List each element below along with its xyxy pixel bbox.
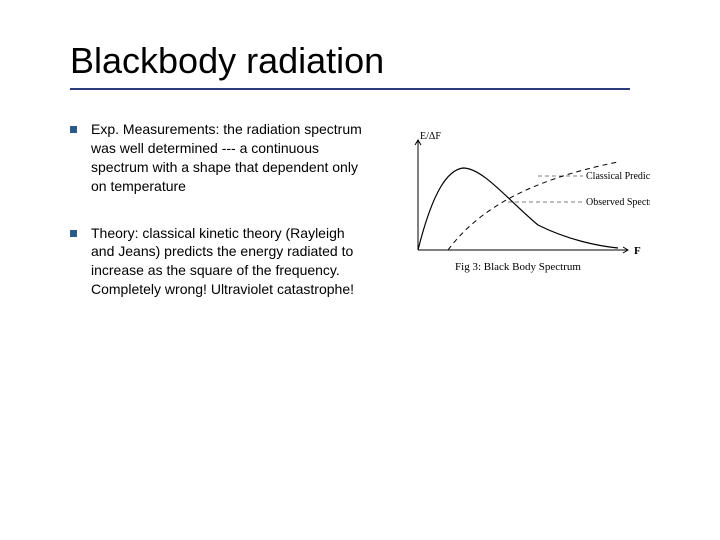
y-axis-label: E/ΔF — [420, 131, 441, 142]
legend-classical: Classical Prediction — [586, 171, 650, 182]
x-axis-label: F — [634, 245, 641, 257]
blackbody-spectrum-figure: Classical Prediction Observed Spectrum E… — [390, 130, 650, 327]
square-bullet-icon — [70, 126, 77, 133]
figure-caption: Fig 3: Black Body Spectrum — [455, 261, 581, 273]
slide-title: Blackbody radiation — [70, 40, 670, 82]
title-underline — [70, 88, 630, 90]
slide: Blackbody radiation Exp. Measurements: t… — [0, 0, 720, 347]
spectrum-chart: Classical Prediction Observed Spectrum E… — [390, 130, 650, 280]
list-item: Exp. Measurements: the radiation spectru… — [70, 120, 370, 196]
square-bullet-icon — [70, 230, 77, 237]
bullet-text: Exp. Measurements: the radiation spectru… — [91, 120, 370, 196]
bullet-list: Exp. Measurements: the radiation spectru… — [70, 120, 370, 327]
legend-observed: Observed Spectrum — [586, 197, 650, 208]
content-row: Exp. Measurements: the radiation spectru… — [70, 120, 670, 327]
list-item: Theory: classical kinetic theory (Raylei… — [70, 224, 370, 300]
bullet-text: Theory: classical kinetic theory (Raylei… — [91, 224, 370, 300]
